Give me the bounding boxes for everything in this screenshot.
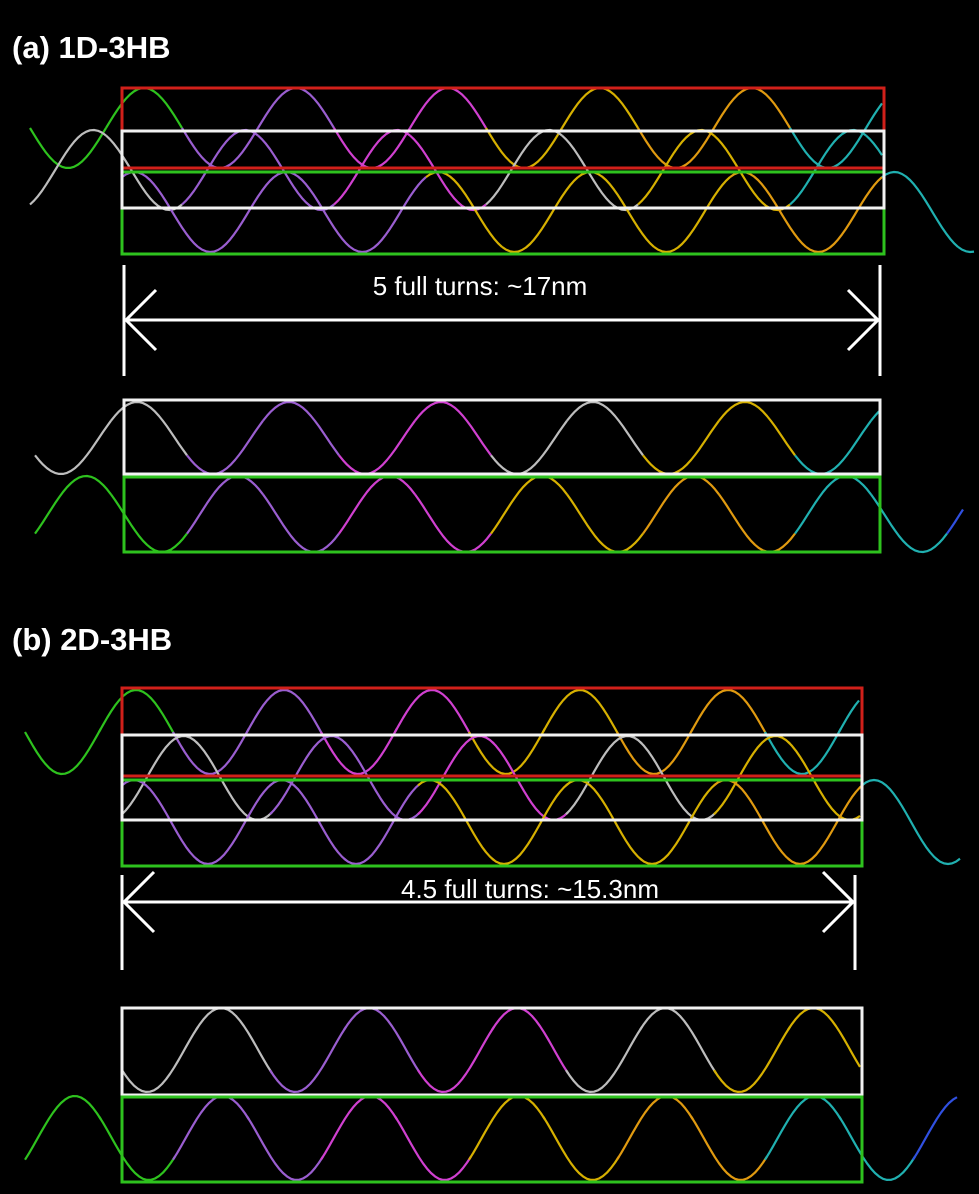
helix-trace (173, 1096, 249, 1160)
helix-trace (719, 402, 795, 455)
panel-title: (b) 2D-3HB (12, 622, 172, 657)
helix-trace (263, 402, 339, 455)
helix-trace (566, 1027, 642, 1092)
helix-trace (491, 421, 567, 474)
helix-trace (643, 421, 719, 474)
helix-trace (839, 1116, 915, 1180)
helix-box (122, 780, 862, 866)
helix-trace (350, 177, 426, 252)
helix-trace (502, 177, 578, 252)
helix-trace (122, 1027, 198, 1092)
helix-trace (947, 510, 963, 534)
helix-trace (640, 1008, 716, 1073)
helix-trace (617, 1096, 693, 1160)
helix-trace (882, 172, 958, 247)
helix-trace (415, 494, 491, 552)
helix-trace (339, 421, 415, 474)
helix-trace (936, 859, 960, 864)
helix-trace (196, 1008, 272, 1073)
helix-trace (691, 1116, 767, 1180)
helix-trace (321, 1096, 397, 1160)
helix-trace (99, 690, 175, 736)
helix-trace (866, 103, 882, 128)
helix-trace (395, 1116, 471, 1180)
helix-trace (198, 177, 274, 252)
helix-trace (492, 1008, 568, 1073)
helix-trace (410, 88, 486, 128)
helix-trace (263, 494, 339, 552)
helix-trace (795, 476, 871, 534)
helix-trace (640, 784, 716, 864)
helix-trace (719, 494, 795, 552)
helix-trace (958, 247, 974, 252)
helix-trace (99, 1116, 175, 1180)
figure: (a) 1D-3HB 5 full turns: ~17nm (b) 2D-3H… (0, 0, 979, 1194)
helix-box (124, 400, 880, 474)
helix-trace (714, 1027, 790, 1092)
helix-trace (839, 701, 859, 733)
helix-trace (25, 1096, 101, 1160)
helix-trace (270, 1027, 346, 1092)
helix-trace (871, 494, 947, 552)
helix-trace (543, 690, 619, 736)
helix-trace (806, 177, 882, 252)
helix-trace (395, 690, 471, 736)
panel-title: (a) 1D-3HB (12, 30, 170, 65)
measure-label: 5 full turns: ~17nm (373, 271, 588, 301)
helix-trace (492, 784, 568, 864)
helix-trace (567, 494, 643, 552)
helix-trace (788, 784, 864, 864)
measure-label: 4.5 full turns: ~15.3nm (401, 874, 659, 904)
helix-trace (258, 88, 334, 128)
helix-trace (247, 1116, 323, 1180)
helix-trace (765, 1096, 841, 1160)
helix-trace (654, 177, 730, 252)
helix-trace (106, 88, 182, 128)
helix-trace (111, 494, 187, 552)
helix-trace (418, 1027, 494, 1092)
helix-trace (247, 690, 323, 736)
helix-trace (415, 402, 491, 455)
helix-trace (25, 728, 101, 774)
helix-trace (643, 476, 719, 534)
helix-box (122, 88, 884, 168)
helix-trace (187, 421, 263, 474)
helix-box (122, 688, 862, 776)
helix-trace (562, 88, 638, 128)
helix-trace (567, 402, 643, 455)
helix-trace (866, 136, 882, 156)
helix-trace (187, 476, 263, 534)
helix-trace (714, 88, 790, 128)
helix-trace (913, 1097, 957, 1160)
helix-trace (35, 421, 111, 474)
helix-box (124, 477, 880, 552)
helix-trace (344, 1008, 420, 1073)
helix-box (122, 1008, 862, 1095)
helix-trace (469, 1096, 545, 1160)
helix-trace (196, 784, 272, 864)
helix-box (122, 1097, 862, 1182)
helix-trace (543, 1116, 619, 1180)
helix-trace (344, 784, 420, 864)
helix-trace (871, 411, 879, 420)
helix-trace (691, 690, 767, 736)
helix-trace (788, 1008, 860, 1067)
helix-trace (862, 780, 938, 860)
helix-trace (491, 476, 567, 534)
helix-trace (339, 476, 415, 534)
helix-trace (35, 476, 111, 534)
helix-trace (795, 421, 871, 474)
helix-trace (111, 402, 187, 455)
